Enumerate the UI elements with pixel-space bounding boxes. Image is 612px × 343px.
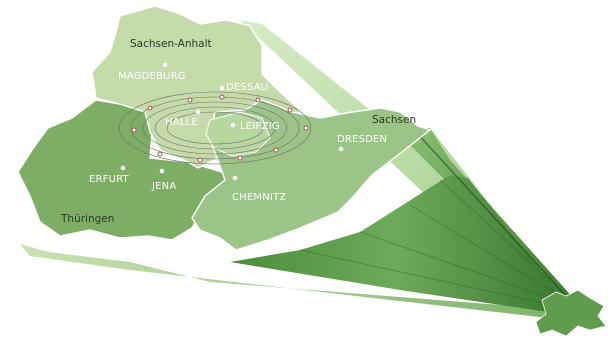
region-label-thueringen: Thüringen [60, 213, 114, 225]
region-label-sachsen-anhalt: Sachsen-Anhalt [130, 38, 212, 50]
extrusion-ridge-1 [299, 249, 553, 306]
orbit-marker [303, 125, 309, 131]
city-dot-chemnitz [232, 175, 238, 181]
orbit-marker [219, 94, 225, 100]
city-dot-leipzig [230, 122, 236, 128]
orbit-marker [287, 107, 293, 113]
extrusion-bottom-face [20, 244, 565, 318]
orbit-marker [255, 97, 261, 103]
district-leipzig-area [205, 111, 271, 157]
city-dot-magdeburg [162, 62, 168, 68]
orbit-marker [197, 157, 203, 163]
extrusion-ridge-5 [404, 119, 567, 297]
orbit-marker [237, 155, 243, 161]
extrusion [20, 20, 575, 318]
extrusion-ridge-2 [359, 231, 557, 301]
extrusion-ridge-3 [409, 204, 561, 297]
extrusion-lower-face [230, 175, 560, 312]
region-label-sachsen: Sachsen [372, 114, 416, 126]
orbit-marker [273, 147, 279, 153]
city-label-erfurt: ERFURT [89, 174, 130, 185]
orbit-marker [187, 97, 193, 103]
city-label-leipzig: LEIPZIG [240, 121, 280, 132]
orbit-ring-4 [130, 96, 300, 160]
orbit-marker [157, 151, 163, 157]
city-label-magdeburg: MAGDEBURG [118, 71, 186, 82]
orbit-marker [131, 127, 137, 133]
orbit-rings [118, 91, 312, 165]
orbit-ring-3 [142, 101, 288, 155]
city-dot-jena [159, 168, 165, 174]
city-label-chemnitz: CHEMNITZ [232, 192, 286, 203]
city-dot-dessau [219, 85, 225, 91]
orbit-ring-1 [166, 111, 264, 145]
orbit-ring-2 [154, 106, 276, 150]
orbit-ring-5 [118, 91, 312, 165]
city-label-dessau: DESSAU [226, 82, 268, 93]
city-dot-dresden [338, 146, 344, 152]
city-label-halle: HALLE [165, 117, 198, 128]
city-label-dresden: DRESDEN [337, 134, 387, 145]
city-dot-erfurt [120, 165, 126, 171]
vanishing-shape [535, 289, 607, 337]
orbit-marker [147, 105, 153, 111]
city-dot-halle [195, 109, 201, 115]
orbit-markers [131, 94, 309, 163]
city-dots [120, 62, 344, 181]
city-label-jena: JENA [151, 181, 176, 192]
extrusion-ridge-4 [439, 179, 563, 293]
